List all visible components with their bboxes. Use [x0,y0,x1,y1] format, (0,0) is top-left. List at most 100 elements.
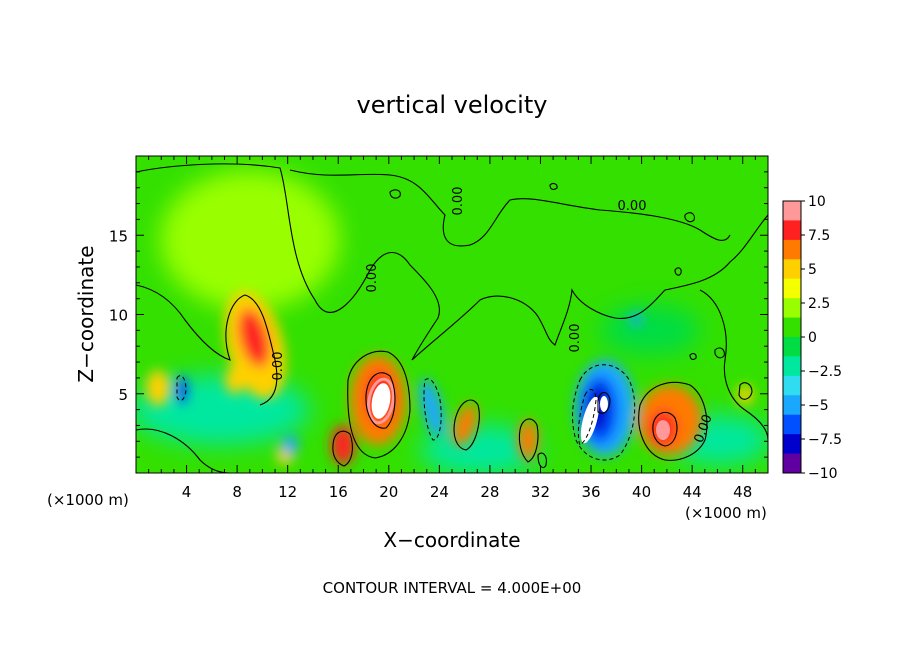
bottom-cool-band [420,425,540,473]
zero-contour-top-band [289,169,731,247]
x-unit-label-right: (×1000 m) [685,504,767,522]
x-tick-label: 4 [182,483,192,501]
colorbar-swatch [783,278,801,299]
contour-interval-footer: CONTOUR INTERVAL = 4.000E+00 [323,579,582,597]
colorbar-swatch [783,453,801,474]
zero-contour-mid-cell [347,350,411,459]
x-tick-label: 28 [480,483,499,501]
x-tick-label: 24 [430,483,449,501]
colorbar-tick-label: −10 [808,466,838,482]
colorbar-swatch [783,259,801,280]
x-tick-label: 20 [379,483,398,501]
x-unit-label: (×1000 m) [47,491,129,509]
updraft-cell-x26 [452,404,478,446]
updraft-core-x20 [371,383,391,419]
negative-contour-x23 [423,378,442,441]
updraft-core-x20-rim [367,377,395,425]
x-tick-label: 44 [683,483,702,501]
x-ticks: 4 8 12 16 20 24 28 32 36 40 44 48 [148,156,756,501]
y-axis-label: Z−coordinate [74,245,98,382]
colorbar: 10 7.5 5 2.5 0 −2.5 −5 −7.5 −10 [782,194,842,482]
negative-contours [176,364,636,461]
x-axis-label: X−coordinate [383,528,520,552]
updraft-core-x42 [656,420,670,440]
upper-left-warm-region [160,170,340,310]
zero-contour-lower-left [136,428,231,473]
colorbar-tick-label: 7.5 [808,228,830,244]
zero-contour-x31 [518,418,539,463]
zero-contour-left-cell [136,284,278,406]
x-tick-label: 48 [733,483,752,501]
colorbar-swatch [783,375,801,396]
updraft-core-x37 [600,396,608,412]
zero-contour-small-7 [537,452,547,469]
colorbar-swatch [783,395,801,416]
zero-contour-x26 [453,399,480,451]
downdraft-cell-x12 [282,435,298,455]
y-tick-label: 10 [109,307,128,325]
colorbar-swatch [783,337,801,357]
negative-contour-x4 [176,375,187,401]
x-tick-label: 36 [581,483,600,501]
negative-contour-x36-inner [577,389,597,446]
x-tick-label: 32 [531,483,550,501]
zero-contour-small-1 [389,189,401,199]
contour-label-zero: 0.00 [618,199,647,214]
colorbar-swatch [783,239,801,260]
colorbar-swatch [783,434,801,455]
contour-label-zero: 0.00 [365,264,380,293]
updraft-cell-x2 [146,370,170,406]
updraft-cell-x48 [737,385,753,405]
zero-contour-x42-inner [652,411,678,447]
zero-contour-x36-up [597,391,611,414]
zero-contour-upper [136,163,768,361]
zero-contour-small-4 [714,347,725,359]
colorbar-tick-label: 5 [808,262,817,278]
colorbar-swatch [783,356,801,377]
zero-contour-x48 [738,382,753,400]
downdraft-cell-x40 [630,312,642,326]
updraft-cell-x11 [225,366,245,394]
x-tick-label: 40 [632,483,651,501]
colorbar-swatch [783,298,801,319]
right-cool-region [600,305,700,355]
negative-contour-x36 [572,364,636,461]
downdraft-cell-x23 [419,378,445,438]
x-tick-label: 8 [232,483,242,501]
x-tick-label: 16 [329,483,348,501]
contour-label-zero: 0.00 [451,187,466,216]
updraft-cell-x10-inner [238,308,270,368]
colorbar-tick-label: −5 [808,398,829,414]
zero-contour-x42-cell [638,381,708,461]
contour-label-zero: 0.00 [271,352,286,381]
colorbar-tick-label: −2.5 [808,364,842,380]
y-tick-label: 15 [109,227,128,245]
downdraft-cell-x4 [176,376,188,404]
updraft-cell-x16 [331,425,355,465]
zero-contour-small-5 [689,353,697,360]
zero-contour-small-2 [684,212,695,223]
contour-label-zero: 0.00 [568,324,583,353]
zero-contours [136,163,768,473]
colorbar-swatch [783,317,801,338]
y-tick-label: 5 [118,386,128,404]
plot-area: 0.00 0.00 0.00 0.00 0.00 0.00 4 8 12 16 20 24… [109,155,769,501]
colorbar-tick-label: 10 [808,194,826,210]
zero-contour-small-6 [549,183,558,190]
contour-labels: 0.00 0.00 0.00 0.00 0.00 0.00 [271,187,716,445]
colorbar-tick-label: 2.5 [808,296,830,312]
zero-contour-x16 [332,430,353,467]
colorbar-swatch [783,201,801,221]
zero-contour-small-3 [674,267,682,276]
x-tick-label: 12 [278,483,297,501]
updraft-cell-x31 [518,420,538,460]
colorbar-swatch [783,414,801,435]
y-ticks: 5 10 15 [109,171,768,458]
chart-title: vertical velocity [357,91,548,119]
colorbar-swatch [783,220,801,241]
colorbar-tick-label: 0 [808,330,817,346]
zero-contour-x20-inner [365,372,396,429]
zero-contour-right [699,289,768,441]
colorbar-tick-label: −7.5 [808,432,842,448]
